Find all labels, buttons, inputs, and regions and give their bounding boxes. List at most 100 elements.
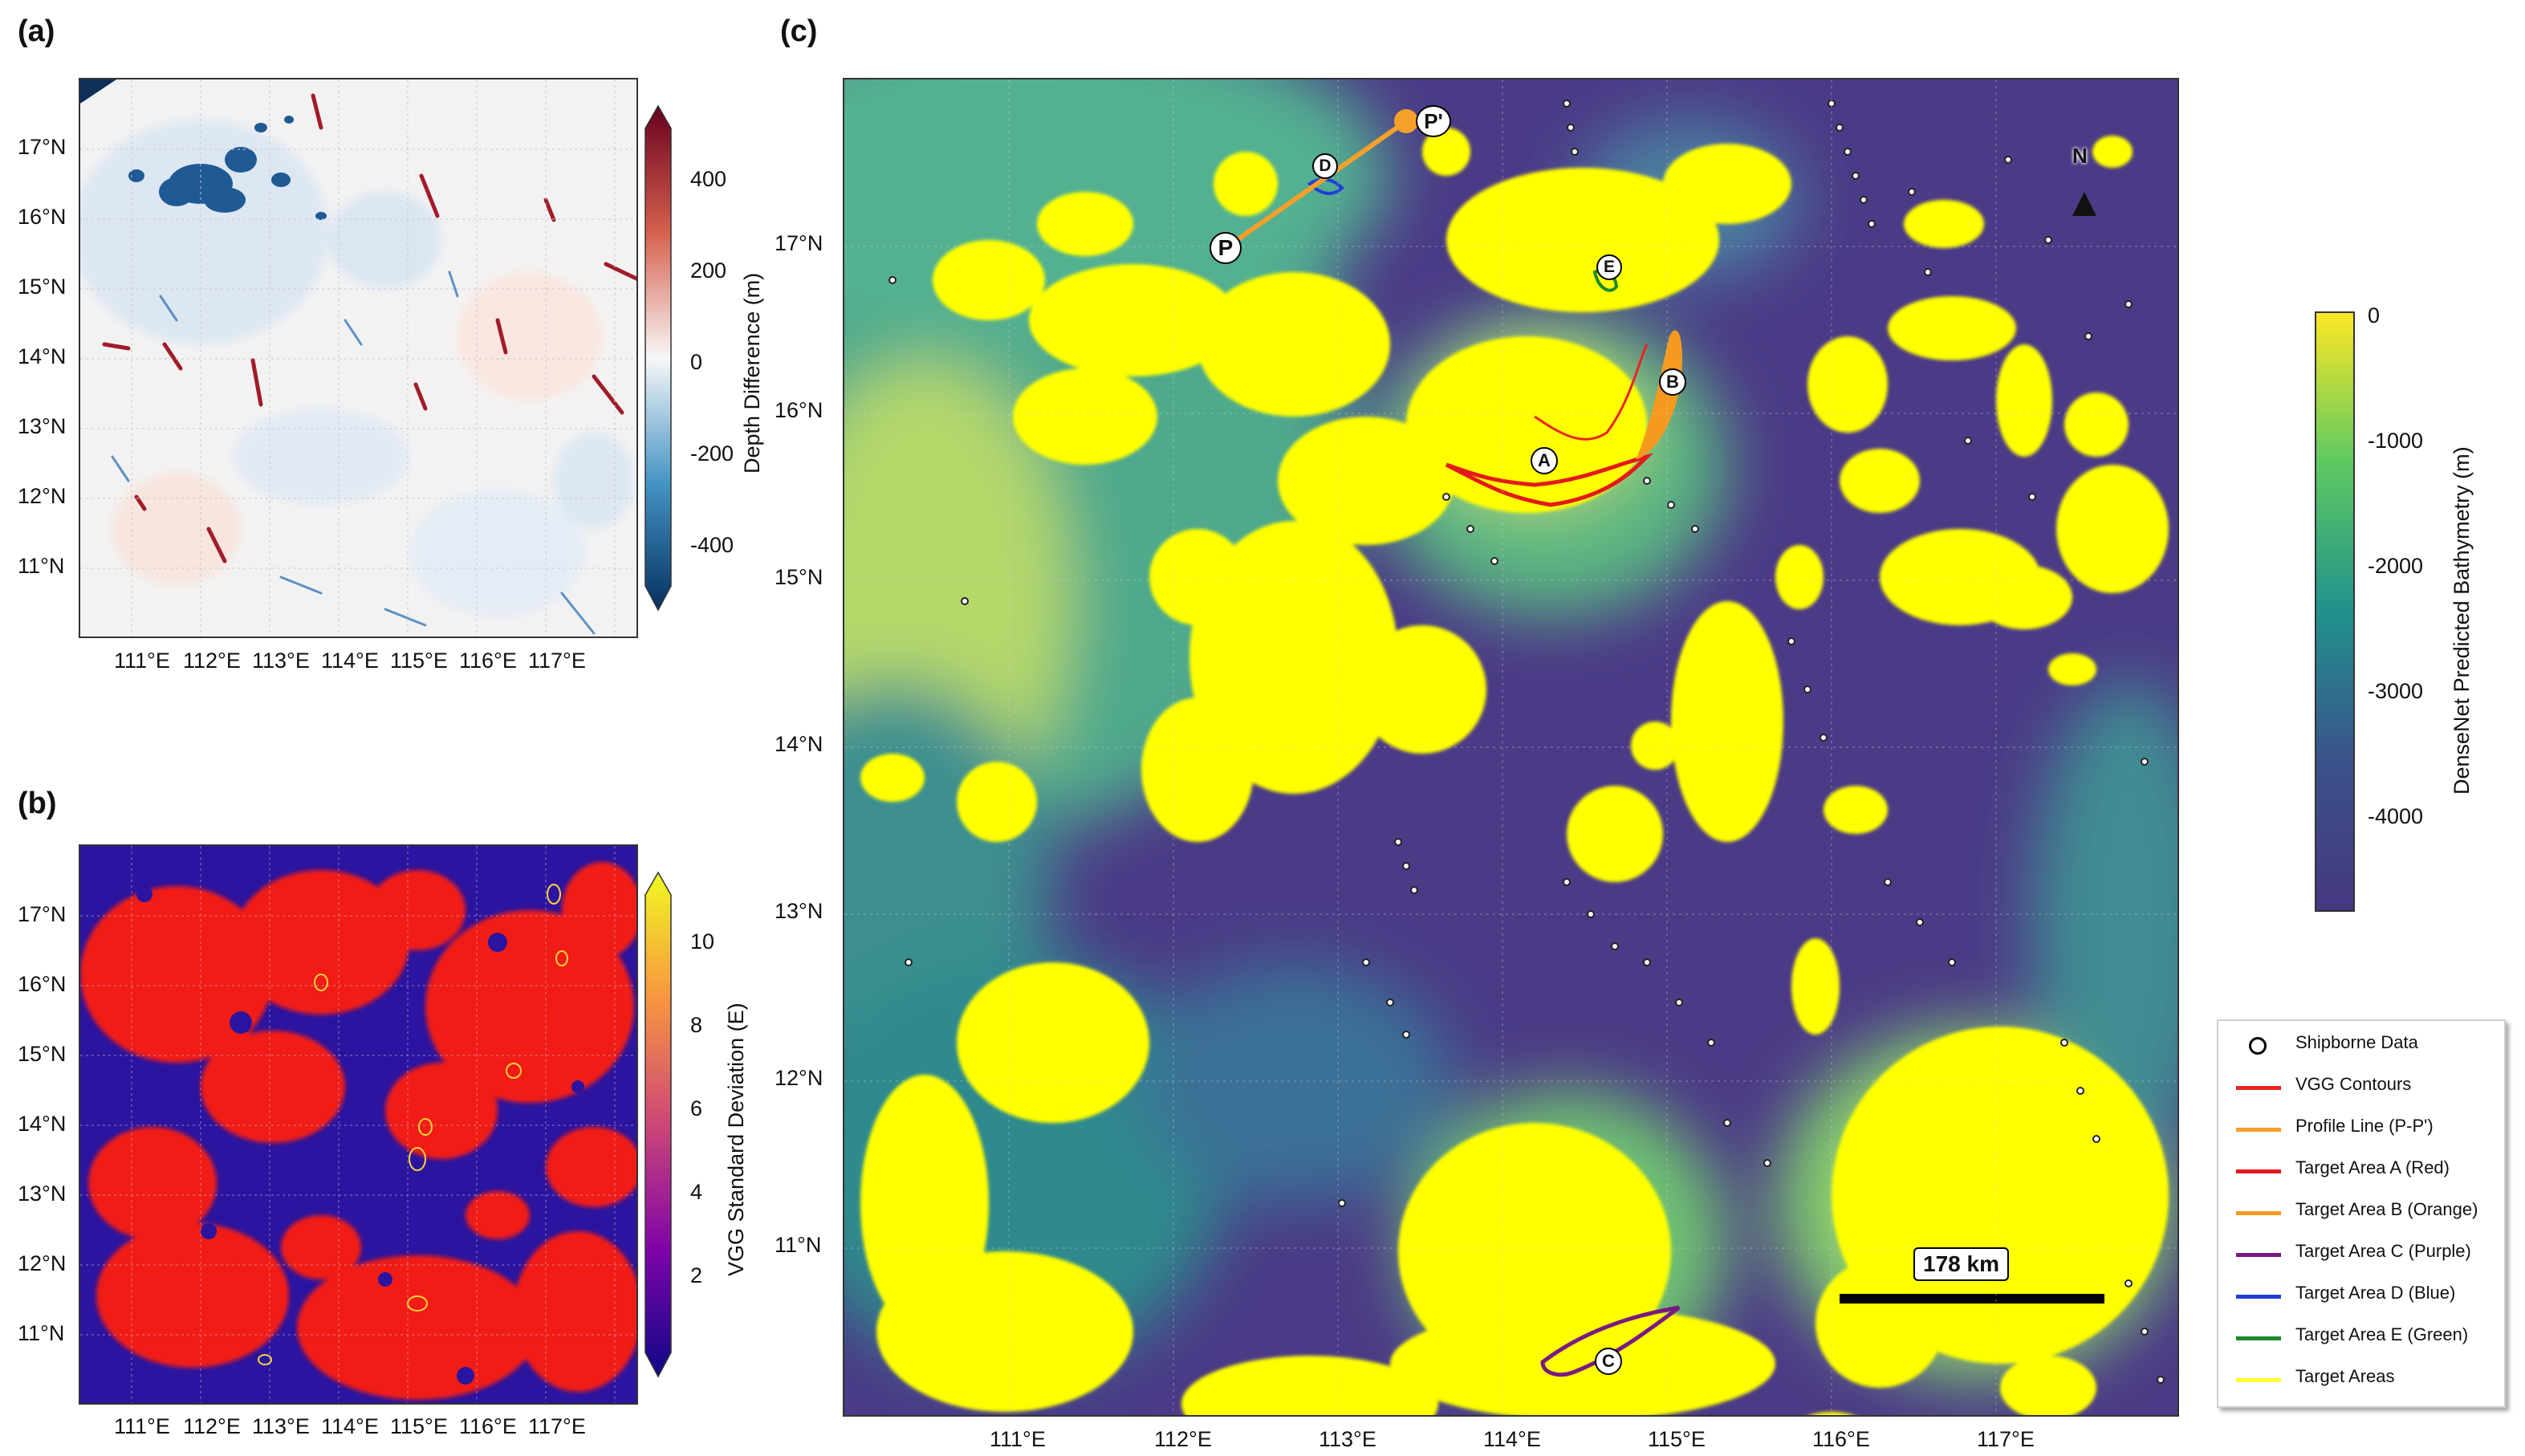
scale-bar [1840,1294,2104,1303]
legend-item: Target Area E (Green) [2218,1321,2504,1353]
shipborne-points [888,100,2165,1384]
line-swatch [2236,1169,2281,1173]
legend-item: Target Area B (Orange) [2218,1196,2504,1228]
panel-b-colorbar [644,871,672,1378]
lat-tick: 11°N [18,554,65,578]
lon-tick: 115°E [390,649,448,673]
lon-tick: 114°E [321,1414,379,1438]
scale-bar-label: 178 km [1913,1247,2009,1281]
lat-tick: 13°N [18,1181,67,1206]
lon-tick: 114°E [321,649,379,673]
lat-tick: 12°N [18,484,67,508]
lat-tick: 11°N [18,1321,65,1345]
colorbar-tick: 0 [2368,303,2381,327]
legend-label: Target Area A (Red) [2295,1157,2450,1177]
panel-b-label: (b) [18,787,57,820]
lon-tick: 117°E [1977,1427,2035,1451]
lat-tick: 12°N [18,1251,67,1275]
lon-tick: 116°E [1812,1427,1870,1451]
line-swatch [2236,1295,2281,1299]
colorbar-label: DenseNet Predicted Bathymetry (m) [2450,446,2474,795]
colorbar-tick: -2000 [2368,554,2424,578]
legend-item: Shipborne Data [2218,1029,2504,1061]
line-swatch [2236,1253,2281,1257]
legend-label: VGG Contours [2295,1074,2412,1094]
north-arrow-icon [2072,192,2096,216]
colorbar-tick: 6 [690,1096,703,1120]
colorbar-tick: -1000 [2368,429,2424,453]
panel-c-label: (c) [780,14,818,48]
lat-tick: 13°N [775,899,823,923]
colorbar-tick: -3000 [2368,679,2424,703]
line-swatch [2236,1211,2281,1215]
north-label: N [2072,144,2088,168]
lat-tick: 16°N [18,205,67,229]
lon-tick: 111°E [114,1414,170,1438]
lat-tick: 15°N [18,1042,67,1066]
legend-label: Target Area E (Green) [2295,1324,2469,1344]
vgg-std-map [79,844,638,1405]
lat-tick: 16°N [18,972,67,996]
colorbar-label: VGG Standard Deviation (E) [724,1003,748,1276]
depth-difference-map [79,78,638,638]
colorbar-tick: -400 [690,533,734,557]
colorbar-tick: 400 [690,167,727,191]
lon-tick: 113°E [1319,1427,1376,1451]
legend-item: Target Areas [2218,1363,2504,1395]
negative-anomalies [128,116,327,220]
colorbar-tick: 10 [690,929,715,954]
panel-a-label: (a) [18,14,55,48]
legend-label: Target Areas [2295,1366,2395,1386]
marker-b: B [1659,368,1686,396]
lat-tick: 17°N [18,902,67,926]
colorbar-tick: 4 [690,1180,703,1204]
colorbar-tick: 0 [690,350,703,374]
lon-tick: 112°E [1154,1427,1212,1451]
lon-tick: 116°E [459,649,517,673]
lon-tick: 113°E [252,1414,310,1438]
lat-tick: 17°N [18,135,67,159]
line-swatch [2236,1128,2281,1132]
lon-tick: 117°E [528,1414,586,1438]
lat-tick: 12°N [775,1066,823,1090]
legend-label: Target Area B (Orange) [2295,1199,2478,1219]
lat-tick: 15°N [18,275,67,299]
colorbar-tick: 200 [690,258,727,283]
panel-c-colorbar [2315,311,2355,912]
lon-tick: 113°E [252,649,310,673]
lat-tick: 11°N [775,1233,822,1257]
legend-item: VGG Contours [2218,1071,2504,1103]
vgg-contour [1534,344,1649,441]
circle-icon [2249,1037,2267,1055]
map-legend: Shipborne Data VGG Contours Profile Line… [2217,1019,2506,1408]
depth-difference-field [80,79,636,636]
line-swatch [2236,1336,2281,1340]
lat-tick: 13°N [18,414,67,438]
lat-tick: 16°N [775,398,823,422]
lon-tick: 112°E [183,1414,241,1438]
colorbar-tick: -4000 [2368,804,2424,828]
lon-tick: 115°E [390,1414,448,1438]
legend-item: Target Area D (Blue) [2218,1279,2504,1312]
legend-label: Target Area D (Blue) [2295,1283,2456,1303]
panel-a-colorbar [644,104,672,612]
lat-tick: 14°N [18,1112,67,1136]
vgg-std-field [80,846,636,1403]
colorbar-tick: -200 [690,441,734,466]
lon-tick: 115°E [1648,1427,1706,1451]
profile-end-point [1394,109,1418,133]
legend-item: Target Area C (Purple) [2218,1238,2504,1270]
target-area-blobs [860,128,2169,1415]
legend-item: Profile Line (P-P') [2218,1112,2504,1145]
lon-tick: 116°E [459,1414,517,1438]
legend-label: Profile Line (P-P') [2295,1116,2434,1136]
legend-label: Shipborne Data [2295,1032,2418,1052]
marker-p-prime: P' [1416,105,1451,137]
marker-c: C [1595,1348,1622,1375]
legend-item: Target Area A (Red) [2218,1154,2504,1186]
lat-tick: 17°N [775,231,823,255]
bathymetry-field [844,79,2177,1415]
lon-tick: 111°E [990,1427,1046,1451]
colorbar-tick: 2 [690,1263,703,1287]
lat-tick: 14°N [18,344,67,368]
